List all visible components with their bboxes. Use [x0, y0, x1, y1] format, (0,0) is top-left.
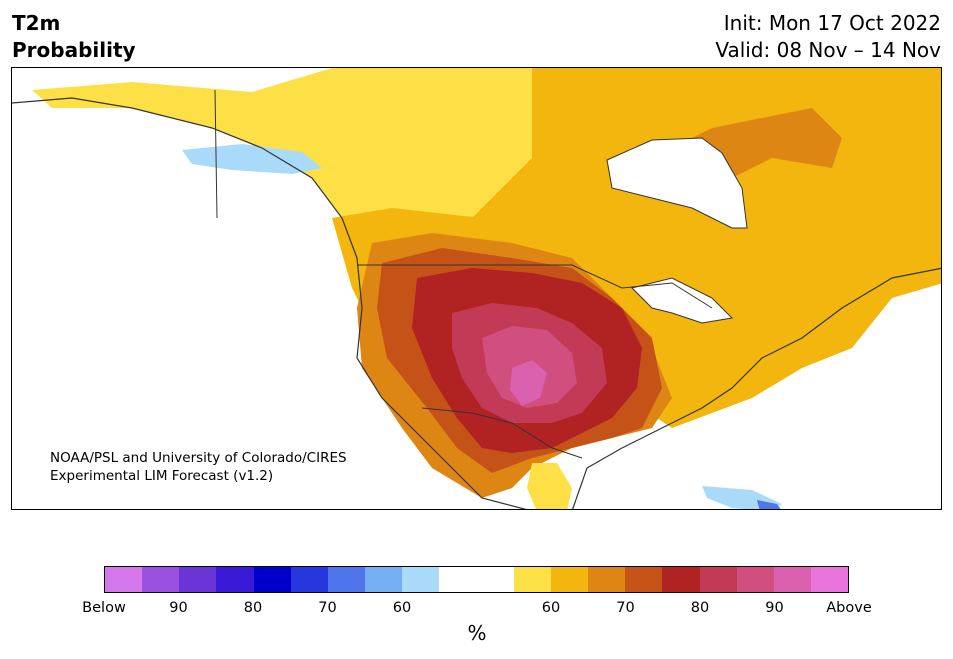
colorbar-swatch [550, 567, 589, 592]
colorbar-swatch [736, 567, 774, 592]
below-normal-cuba-core [757, 500, 781, 509]
colorbar-tick-label: 60 [541, 600, 561, 616]
colorbar-tick-label: Above [826, 600, 872, 616]
colorbar-tick-label: Below [82, 600, 126, 616]
coastline [12, 97, 941, 509]
us-mexico-border [421, 407, 583, 459]
colorbar-swatch [810, 567, 849, 592]
colorbar-swatch [179, 567, 217, 592]
below-normal-alaska [182, 144, 322, 174]
map-canvas [12, 68, 941, 509]
great-lakes [631, 277, 734, 324]
colorbar-swatch [625, 567, 663, 592]
colorbar-swatch [253, 567, 291, 592]
colorbar-tick-label: 90 [765, 600, 784, 616]
colorbar-tick-label: 70 [616, 600, 635, 616]
hudson-bay [606, 137, 748, 229]
credit-line-2: Experimental LIM Forecast (v1.2) [50, 468, 274, 484]
credit-text: NOAA/PSL and University of Colorado/CIRE… [50, 449, 347, 485]
probability-map: NOAA/PSL and University of Colorado/CIRE… [11, 67, 942, 510]
map-title: T2m Probability [12, 10, 136, 64]
colorbar-swatch [662, 567, 700, 592]
colorbar-swatch [402, 567, 440, 592]
colorbar-swatch [142, 567, 180, 592]
colorbar-tick-label: 70 [318, 600, 337, 616]
prob-region-60 [32, 68, 652, 228]
colorbar-unit: % [467, 621, 487, 645]
credit-line-1: NOAA/PSL and University of Colorado/CIRE… [50, 450, 347, 466]
valid-dates: Valid: 08 Nov – 14 Nov [715, 38, 941, 62]
init-date: Init: Mon 17 Oct 2022 [723, 11, 941, 35]
probability-colorbar [104, 566, 849, 593]
colorbar-swatch [699, 567, 737, 592]
colorbar-swatch [439, 567, 477, 592]
colorbar-tick-label: 90 [169, 600, 188, 616]
colorbar-tick-label: 60 [392, 600, 412, 616]
us-canada-border [357, 264, 713, 309]
colorbar-swatch [773, 567, 811, 592]
colorbar-swatch [365, 567, 403, 592]
colorbar-swatch [476, 567, 514, 592]
colorbar-swatch [290, 567, 328, 592]
title-line-2: Probability [12, 38, 136, 62]
colorbar-tick-label: 80 [243, 600, 263, 616]
colorbar-swatch [588, 567, 626, 592]
title-line-1: T2m [12, 11, 61, 35]
colorbar-swatch [513, 567, 551, 592]
colorbar-tick-label: 80 [690, 600, 710, 616]
prob-region-mexico [527, 463, 572, 509]
colorbar-swatch [327, 567, 366, 592]
colorbar-swatch [216, 567, 254, 592]
forecast-dates: Init: Mon 17 Oct 2022 Valid: 08 Nov – 14… [715, 10, 941, 64]
alaska-border [214, 89, 218, 219]
colorbar-swatch [105, 567, 143, 592]
prob-region-95 [510, 360, 547, 406]
